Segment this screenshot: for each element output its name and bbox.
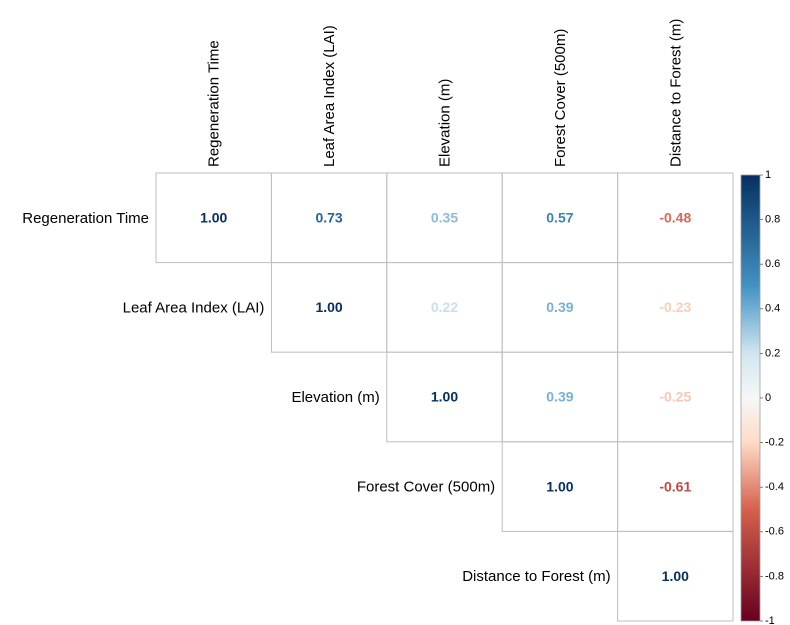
cell-value: 0.22: [431, 299, 458, 315]
colorbar-tick-label: -1: [765, 615, 775, 625]
grid-cell: [617, 530, 734, 622]
cell-value: 0.35: [431, 210, 458, 226]
cell-value: -0.61: [659, 478, 691, 494]
cell-value: -0.25: [659, 389, 691, 405]
row-labels: Regeneration Time Leaf Area Index (LAI) El…: [22, 210, 610, 585]
colorbar-tick-label: -0.4: [765, 481, 784, 493]
colorbar-tick-label: -0.6: [765, 526, 784, 538]
grid-layer: [155, 172, 734, 622]
column-label: Elevation (m): [437, 79, 454, 167]
row-label: Forest Cover (500m): [357, 479, 495, 496]
cell-value: -0.23: [659, 299, 691, 315]
colorbar-tick-label: 0.4: [765, 303, 780, 315]
row-label: Leaf Area Index (LAI): [123, 299, 265, 316]
cell-value: 1.00: [662, 568, 689, 584]
cell-values: 1.00 0.73 0.35 0.57 -0.48 1.00 0.22 0.39 -0.23 1.…: [200, 210, 691, 584]
row-label: Distance to Forest (m): [462, 568, 610, 585]
colorbar-tick-label: 0.8: [765, 214, 780, 226]
cell-value: 0.39: [546, 389, 573, 405]
cell-value: 1.00: [200, 210, 227, 226]
colorbar: 1 0.8 0.6 0.4 0.2 0 -0.2 -0.4 -0.6 -0.8 -1: [740, 169, 784, 625]
cell-value: 1.00: [315, 299, 342, 315]
colorbar-tick-label: 1: [765, 169, 771, 181]
cell-value: -0.48: [659, 210, 691, 226]
cell-value: 0.57: [546, 210, 573, 226]
cell-value: 1.00: [546, 478, 573, 494]
column-label: Leaf Area Index (LAI): [321, 25, 338, 167]
colorbar-tick-label: 0.2: [765, 347, 780, 359]
column-labels: Regeneration Time Leaf Area Index (LAI) El…: [206, 19, 685, 167]
colorbar-tick-label: -0.8: [765, 570, 784, 582]
cell-value: 1.00: [431, 389, 458, 405]
colorbar-tick-label: 0: [765, 392, 771, 404]
cell-value: 0.39: [546, 299, 573, 315]
row-label: Regeneration Time: [22, 210, 149, 227]
colorbar-gradient: [740, 174, 761, 622]
colorbar-tick-label: 0.6: [765, 258, 780, 270]
cell-value: 0.73: [315, 210, 342, 226]
column-label: Regeneration Time: [206, 40, 223, 167]
column-label: Distance to Forest (m): [667, 19, 684, 167]
colorbar-tick-label: -0.2: [765, 437, 784, 449]
row-label: Elevation (m): [291, 389, 379, 406]
column-label: Forest Cover (500m): [552, 29, 569, 167]
